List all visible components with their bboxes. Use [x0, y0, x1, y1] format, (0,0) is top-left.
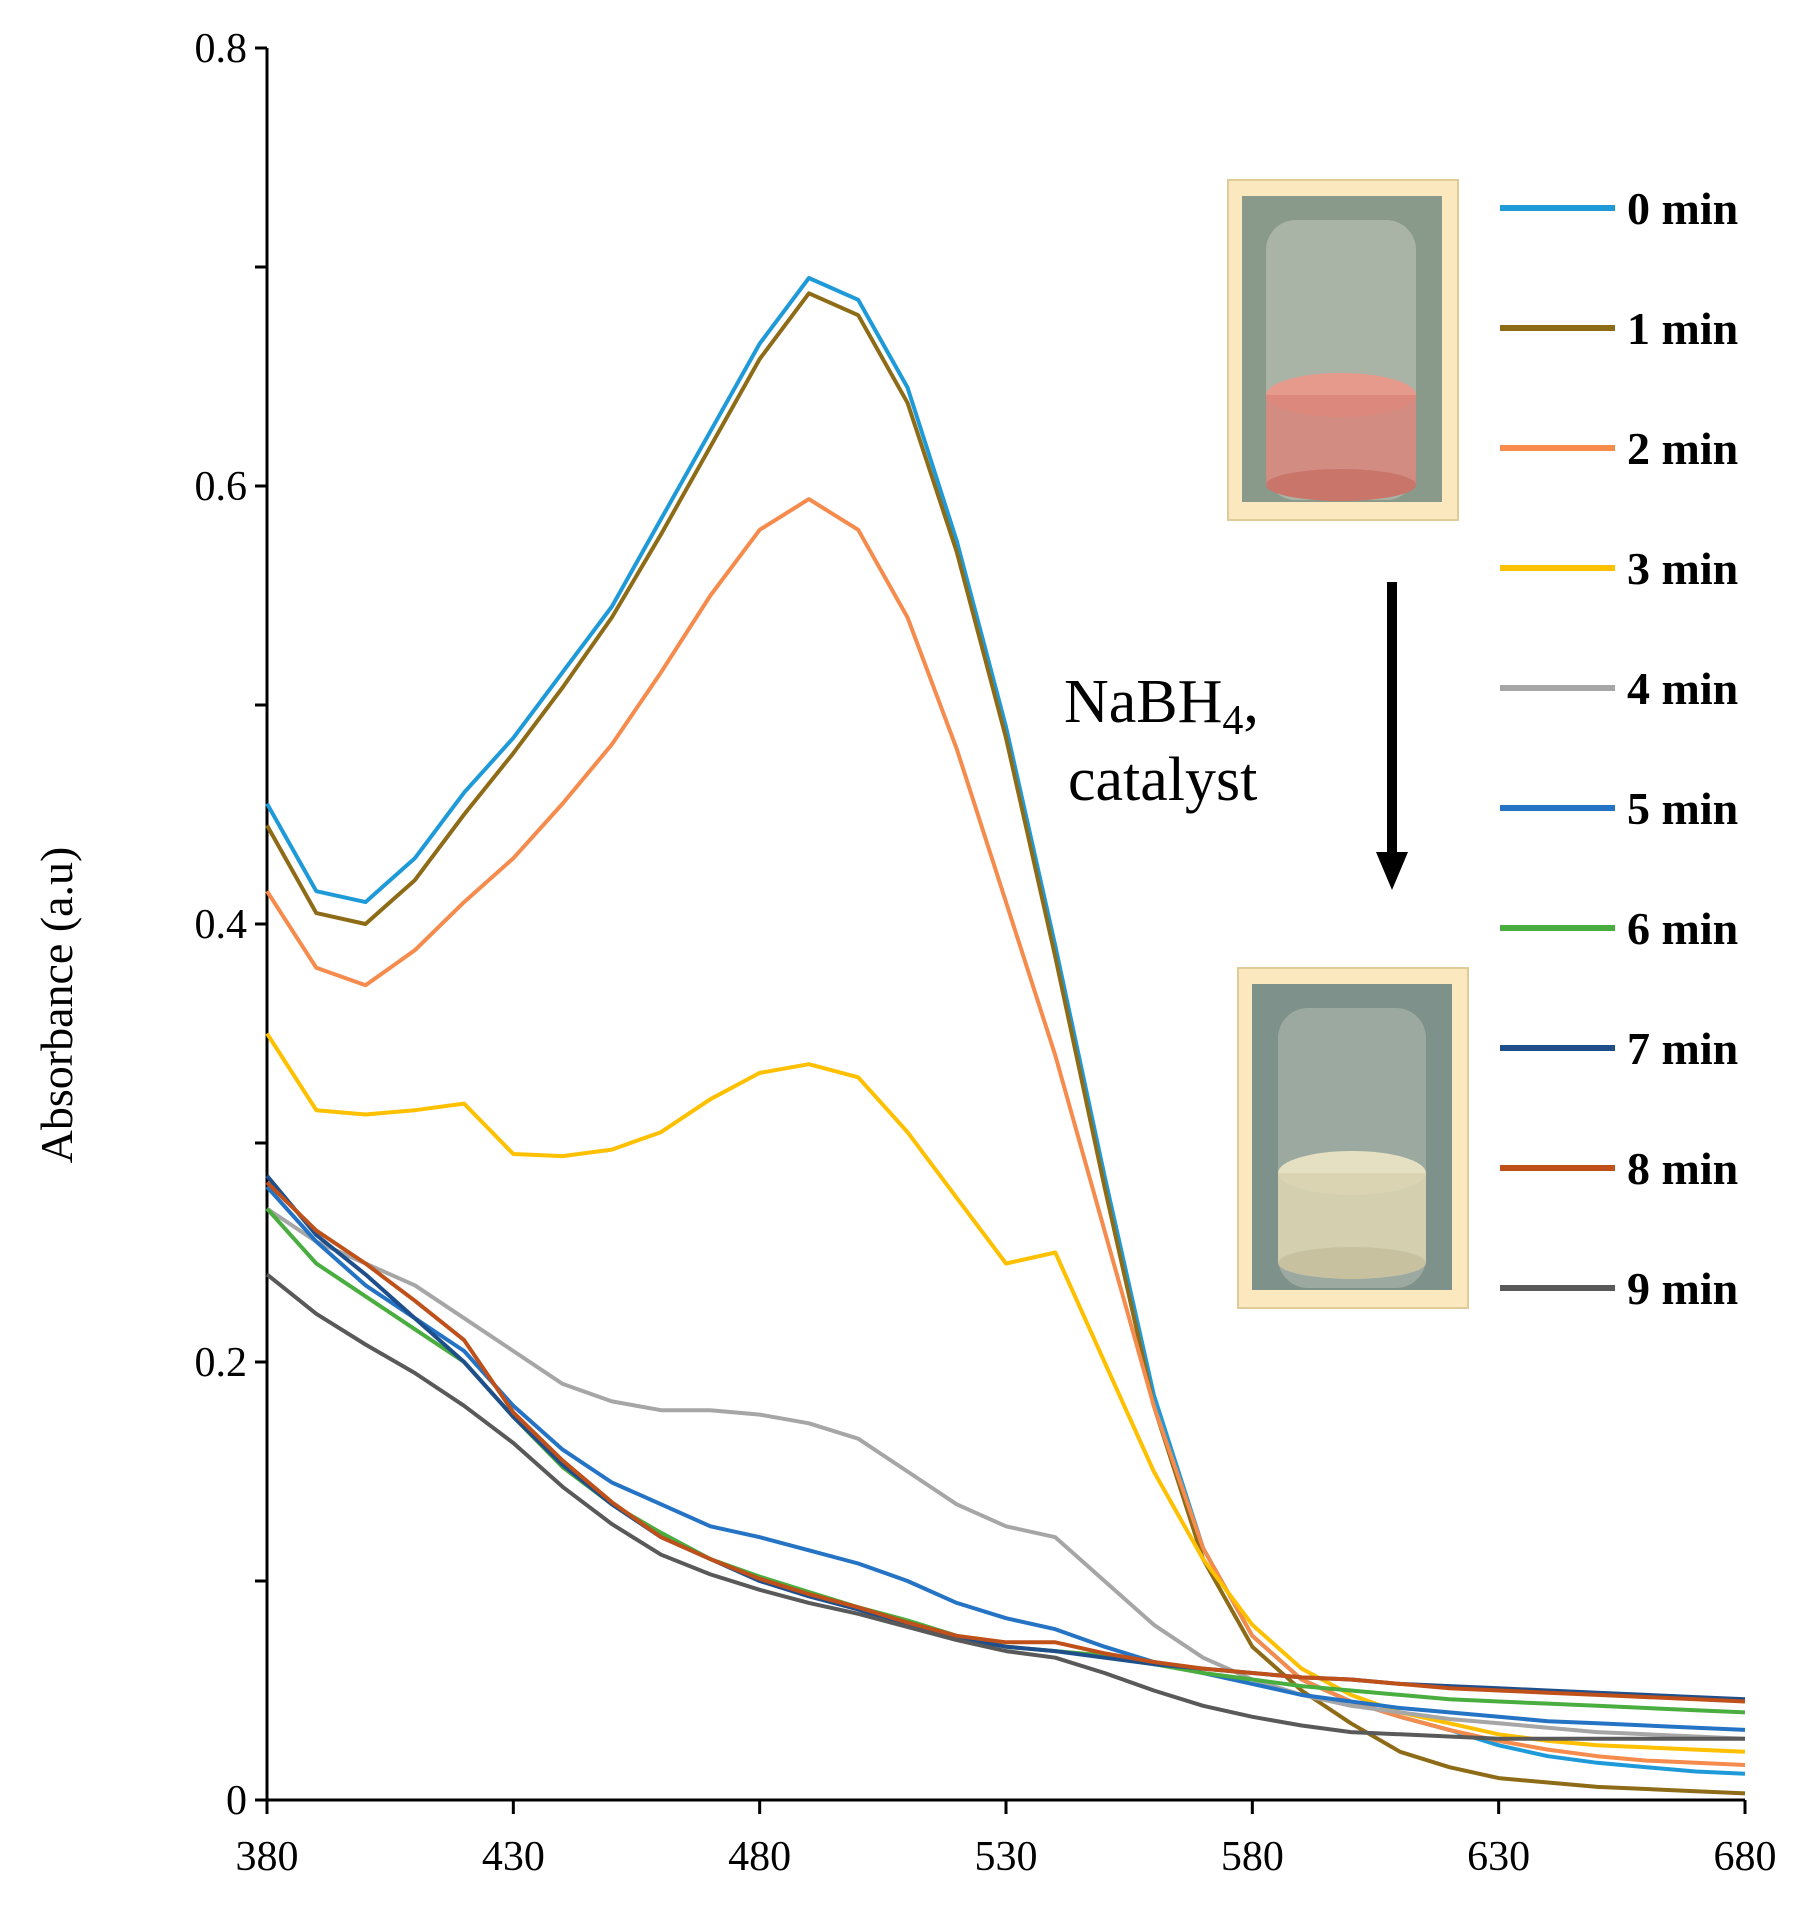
x-tick-label: 380 [236, 1834, 299, 1880]
x-tick-label: 430 [482, 1834, 545, 1880]
series-line-4-min [265, 1207, 1746, 1741]
series-line-3-min [265, 1032, 1746, 1754]
y-tick-label: 0.4 [195, 902, 248, 948]
x-tick-label: 630 [1467, 1834, 1530, 1880]
y-axis-label: Absorbance (a.u) [31, 847, 82, 1164]
annotation-line2: catalyst [1068, 746, 1257, 814]
series-line-6-min [265, 1207, 1746, 1715]
legend: 0 min 1 min 2 min 3 min 4 min 5 min 6 min 7 min… [1500, 183, 1738, 1314]
series-line-0-min [265, 276, 1746, 1776]
x-tick-label: 680 [1714, 1834, 1777, 1880]
series-line-7-min [265, 1174, 1746, 1702]
legend-label: 5 min [1627, 783, 1738, 834]
legend-label: 1 min [1627, 303, 1738, 354]
down-arrow-icon [1376, 582, 1408, 890]
y-tick-label: 0.6 [195, 464, 248, 510]
legend-label: 9 min [1627, 1263, 1738, 1314]
x-tick-label: 580 [1221, 1834, 1284, 1880]
vial-photo-after [1237, 967, 1469, 1309]
series-line-5-min [265, 1185, 1746, 1732]
x-ticks: 380 430 480 530 580 630 680 [236, 1800, 1777, 1880]
legend-label: 0 min [1627, 183, 1738, 234]
legend-label: 6 min [1627, 903, 1738, 954]
vial-photo-before [1227, 179, 1459, 521]
series-lines [265, 276, 1746, 1796]
x-tick-label: 530 [975, 1834, 1038, 1880]
annotation-line1: NaBH [1064, 668, 1222, 736]
y-tick-label: 0.8 [195, 26, 248, 72]
series-line-1-min [265, 291, 1746, 1796]
y-tick-label: 0 [226, 1778, 247, 1824]
legend-label: 3 min [1627, 543, 1738, 594]
reaction-annotation: NaBH4, catalyst [1064, 668, 1259, 814]
svg-text:NaBH4,: NaBH4, [1064, 668, 1259, 744]
series-line-8-min [265, 1180, 1746, 1704]
x-tick-label: 480 [728, 1834, 791, 1880]
annotation-subscript: 4 [1222, 698, 1243, 744]
legend-label: 8 min [1627, 1143, 1738, 1194]
y-tick-label: 0.2 [195, 1340, 248, 1386]
annotation-suffix: , [1243, 668, 1259, 736]
legend-label: 7 min [1627, 1023, 1738, 1074]
legend-label: 4 min [1627, 663, 1738, 714]
series-line-9-min [265, 1272, 1745, 1741]
legend-label: 2 min [1627, 423, 1738, 474]
series-line-2-min [265, 497, 1746, 1767]
y-ticks: 0 0.2 0.4 0.6 0.8 [195, 26, 267, 1824]
axes [265, 48, 1745, 1802]
